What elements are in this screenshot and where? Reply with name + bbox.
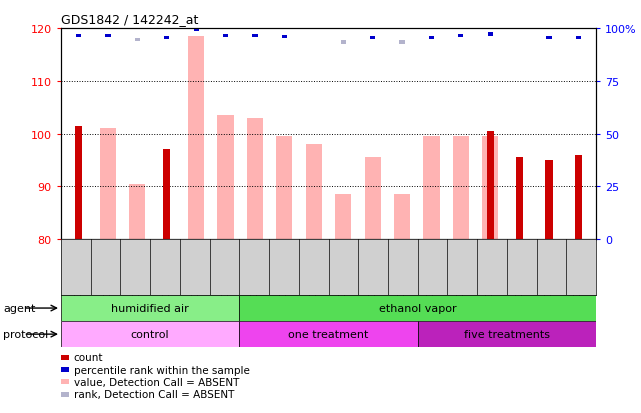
Bar [188, 37, 204, 240]
Bar [253, 34, 258, 38]
Bar [365, 158, 381, 240]
Text: five treatments: five treatments [464, 329, 550, 339]
Bar [482, 137, 498, 240]
Bar [76, 34, 81, 38]
Text: value, Detection Call = ABSENT: value, Detection Call = ABSENT [74, 377, 239, 387]
Bar [306, 145, 322, 240]
Bar [135, 39, 140, 43]
Text: protocol: protocol [3, 329, 49, 339]
Bar [282, 36, 287, 39]
Bar [105, 34, 111, 38]
Bar [335, 195, 351, 240]
Bar [247, 119, 263, 240]
Bar [488, 33, 493, 37]
Bar [163, 150, 171, 240]
Bar [399, 41, 404, 45]
Bar [239, 295, 596, 321]
Bar [217, 116, 234, 240]
Bar [129, 184, 146, 240]
Bar [239, 321, 418, 347]
Text: humidified air: humidified air [112, 303, 189, 313]
Bar [546, 36, 552, 40]
Text: count: count [74, 352, 103, 362]
Bar [276, 137, 292, 240]
Bar [75, 126, 82, 240]
Text: ethanol vapor: ethanol vapor [379, 303, 456, 313]
Bar [458, 34, 463, 38]
Text: control: control [131, 329, 169, 339]
Bar [453, 137, 469, 240]
Bar [61, 295, 239, 321]
Bar [545, 161, 553, 240]
Bar [394, 195, 410, 240]
Bar [429, 36, 434, 40]
Text: agent: agent [3, 303, 36, 313]
Bar [340, 41, 346, 45]
Bar [418, 321, 596, 347]
Text: one treatment: one treatment [288, 329, 369, 339]
Bar [223, 34, 228, 38]
Bar [423, 137, 440, 240]
Bar [61, 321, 239, 347]
Text: percentile rank within the sample: percentile rank within the sample [74, 365, 249, 375]
Bar [575, 155, 582, 240]
Bar [100, 129, 116, 240]
Bar [370, 36, 375, 40]
Text: rank, Detection Call = ABSENT: rank, Detection Call = ABSENT [74, 389, 234, 399]
Bar [576, 36, 581, 40]
Bar [164, 36, 169, 40]
Text: GDS1842 / 142242_at: GDS1842 / 142242_at [61, 13, 198, 26]
Bar [487, 132, 494, 240]
Bar [516, 158, 523, 240]
Bar [194, 28, 199, 32]
